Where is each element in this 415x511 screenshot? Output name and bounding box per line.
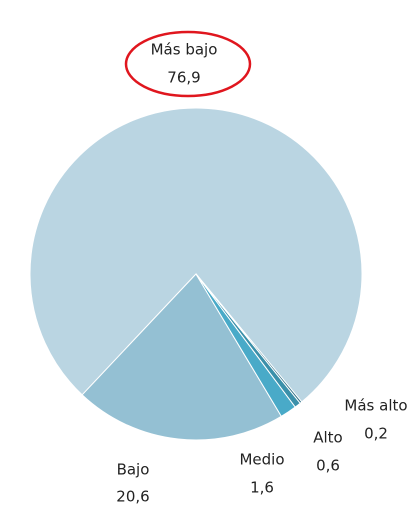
slice-label: Alto (313, 429, 343, 447)
slice-label: Bajo (117, 461, 150, 479)
value-label: 1,6 (250, 479, 274, 497)
slice-label: Más bajo (151, 41, 218, 59)
slice-label: Medio (239, 451, 284, 469)
slice-label: Más alto (344, 397, 407, 415)
value-label: 0,6 (316, 457, 340, 475)
pie-slice (195, 273, 303, 404)
pie-slice (29, 107, 363, 403)
highlight-circle (124, 30, 252, 98)
pie-slice (81, 273, 283, 441)
value-label: 0,2 (364, 425, 388, 443)
value-label: 76,9 (167, 69, 200, 87)
value-label: 20,6 (116, 488, 149, 506)
